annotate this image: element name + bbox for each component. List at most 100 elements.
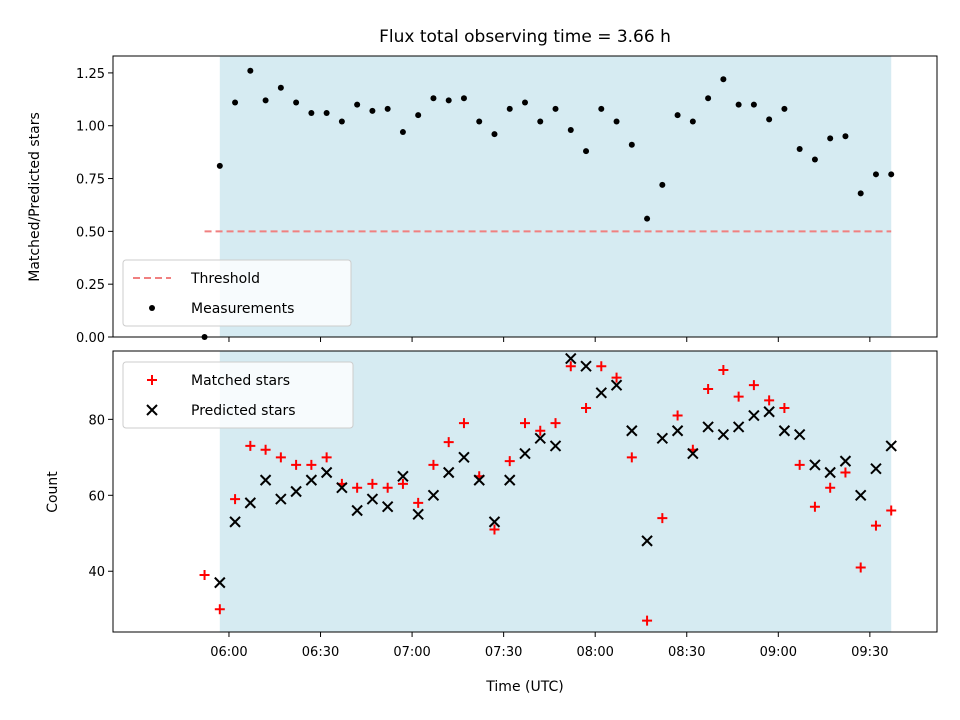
measurement-point [476, 118, 483, 125]
predicted-star-marker [412, 508, 424, 520]
matched-star-marker [428, 459, 439, 470]
matched-star-marker [397, 478, 408, 489]
measurement-point [506, 105, 513, 112]
x-axis-label: Time (UTC) [485, 679, 563, 695]
measurement-point [491, 131, 498, 138]
y-tick-label: 80 [88, 413, 105, 428]
matched-star-marker [703, 383, 714, 394]
matched-star-marker [260, 444, 271, 455]
measurement-point [888, 171, 895, 178]
x-tick-label: 08:30 [668, 645, 705, 660]
measurement-point [430, 95, 437, 102]
matched-star-marker [779, 402, 790, 413]
predicted-star-marker [320, 466, 333, 479]
legend-box [122, 361, 354, 429]
matched-star-marker [626, 452, 637, 463]
x-tick-label: 06:30 [302, 645, 339, 660]
measurement-point [277, 84, 284, 91]
count-panel: 40 60 80 06:00 06:30 07:00 07:30 08:00 08:30 09:0… [88, 350, 938, 660]
y-tick-label: 1.25 [76, 67, 105, 82]
matched-star-marker [672, 410, 683, 421]
matched-star-marker [870, 520, 881, 531]
measurement-point [583, 148, 590, 155]
legend-label: Measurements [191, 301, 294, 317]
matched-star-marker [535, 425, 546, 436]
predicted-star-marker [275, 493, 287, 505]
legend-matched-swatch [147, 375, 157, 385]
x-tick-label: 09:30 [851, 645, 888, 660]
predicted-star-marker [504, 474, 516, 486]
predicted-star-marker [473, 474, 485, 486]
legend: Threshold Measurements [122, 259, 352, 327]
predicted-star-marker [778, 425, 791, 437]
measurement-point [857, 190, 864, 197]
measurement-point [659, 181, 666, 188]
measurement-point [354, 101, 361, 108]
legend: Matched stars Predicted stars [122, 361, 354, 429]
predicted-star-marker [534, 432, 546, 445]
legend-box [122, 259, 352, 327]
predicted-star-marker [565, 352, 577, 365]
x-tick-label: 07:30 [485, 645, 522, 660]
measurement-point [232, 99, 239, 106]
matched-star-marker [306, 459, 317, 470]
top-y-axis-label: Matched/Predicted stars [27, 112, 43, 282]
matched-star-marker [855, 562, 866, 573]
predicted-star-marker [641, 535, 653, 547]
predicted-star-marker [351, 504, 363, 517]
x-tick-label: 08:00 [576, 645, 613, 660]
predicted-star-marker [397, 470, 409, 483]
matched-star-marker [825, 482, 836, 493]
measurement-point [613, 118, 620, 125]
measurement-point [369, 107, 376, 114]
y-tick-label: 0.25 [76, 278, 105, 293]
matched-star-marker [809, 501, 820, 512]
measurement-point [552, 105, 559, 112]
matched-star-marker [886, 505, 897, 516]
predicted-star-marker [549, 440, 562, 452]
measurement-point [750, 101, 757, 108]
measurement-point [537, 118, 544, 125]
matched-star-marker [443, 437, 454, 448]
measurement-point [323, 110, 330, 117]
axes-frame [112, 55, 938, 338]
measurement-point [460, 95, 467, 102]
y-tick-label: 0.00 [76, 331, 105, 346]
predicted-star-marker [809, 459, 821, 471]
matched-star-marker [275, 452, 286, 463]
matched-star-marker [321, 452, 332, 463]
measurement-point [415, 112, 422, 119]
predicted-star-marker [656, 432, 669, 445]
measurement-point [399, 129, 406, 136]
predicted-star-marker [427, 489, 440, 502]
matched-star-marker [581, 402, 592, 413]
matched-star-marker [504, 456, 515, 467]
measurement-point [872, 171, 879, 178]
predicted-star-marker [214, 576, 226, 589]
matched-star-marker [611, 372, 622, 383]
predicted-star-marker [259, 474, 272, 486]
matched-star-marker [642, 615, 653, 626]
predicted-star-marker [381, 500, 394, 513]
measurement-point [827, 135, 834, 142]
predicted-star-marker [717, 428, 730, 441]
matched-star-marker [794, 459, 805, 470]
matched-star-marker [413, 497, 424, 508]
predicted-star-marker [610, 379, 623, 391]
predicted-star-marker [626, 425, 638, 437]
measurement-point [674, 112, 681, 119]
matched-star-marker [718, 364, 729, 375]
measurement-point [598, 105, 605, 112]
chart-title: Flux total observing time = 3.66 h [379, 27, 671, 47]
matched-star-marker [367, 478, 378, 489]
predicted-star-marker [732, 421, 745, 433]
matched-star-marker [352, 482, 363, 493]
matched-star-marker [199, 570, 210, 581]
matched-star-marker [565, 361, 576, 372]
matched-star-marker [458, 418, 469, 429]
matched-star-marker [748, 380, 759, 391]
predicted-star-marker [595, 387, 608, 399]
matched-star-marker [245, 440, 256, 451]
legend-predicted-swatch [146, 404, 158, 416]
